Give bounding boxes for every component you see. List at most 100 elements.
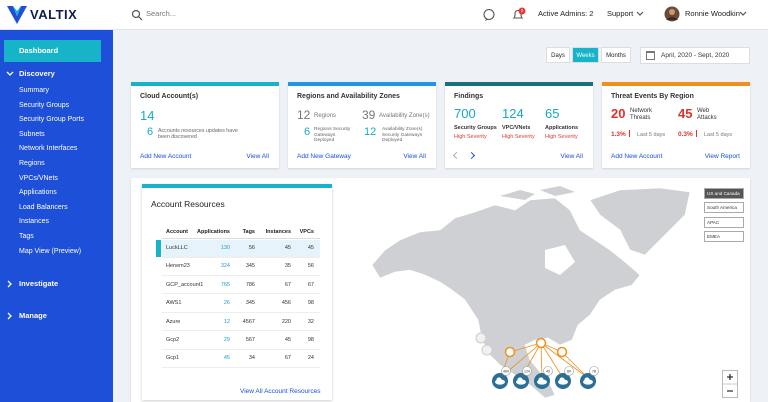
nav-item[interactable]: VPCs/VNets	[19, 174, 58, 182]
threat-value: 45	[678, 106, 693, 121]
card-link[interactable]: View All	[246, 153, 269, 160]
nav-item[interactable]: Security Groups	[19, 101, 70, 109]
card-link[interactable]: View All	[560, 153, 583, 160]
card-title: Regions and Availability Zones	[297, 93, 400, 100]
logo-icon	[7, 6, 27, 24]
region-button[interactable]: US and Canada	[704, 188, 744, 199]
nav-item[interactable]: Load Balancers	[19, 203, 68, 211]
zone-label: Availability Zone(s)	[379, 113, 430, 119]
card-link[interactable]: View Report	[704, 153, 740, 160]
card-link[interactable]: Add New Gateway	[297, 153, 351, 160]
row-rule	[162, 366, 320, 368]
threat-change: 0.3%	[678, 131, 693, 138]
threat-value: 20	[611, 106, 626, 121]
gw-zone-count: 12	[364, 126, 377, 138]
nav-section[interactable]: Investigate	[19, 279, 59, 288]
selected-marker	[156, 240, 161, 257]
cloud-icon	[559, 377, 565, 383]
search[interactable]: Search...	[146, 9, 177, 18]
table-cell: 26	[223, 300, 230, 307]
nav-item[interactable]: Subnets	[19, 130, 45, 138]
nav-item[interactable]: Security Group Ports	[19, 116, 84, 124]
card-link[interactable]: Add New Account	[140, 153, 192, 160]
row-rule	[162, 311, 320, 313]
gw-region-count: 6	[304, 126, 311, 138]
support[interactable]: Support	[607, 9, 634, 18]
notification-count: 2	[520, 8, 524, 13]
next-arrow[interactable]	[467, 151, 476, 160]
table-cell: 56	[307, 263, 314, 270]
card-title: Threat Events By Region	[611, 93, 694, 100]
date-range[interactable]: April, 2020 - Sept, 2020	[640, 47, 750, 64]
table-cell: LuckLLC	[166, 245, 188, 251]
trend-arrow	[629, 130, 631, 137]
nav-dashboard[interactable]: Dashboard	[19, 46, 59, 55]
gw-zone-label: Availability Zone(s) Security Gateways D…	[382, 127, 423, 144]
nav-section[interactable]: Manage	[19, 311, 47, 320]
nav-section[interactable]: Discovery	[19, 69, 55, 78]
column-header: Account	[166, 229, 188, 235]
cloud-icon	[538, 377, 544, 383]
range-button[interactable]: Days	[546, 47, 570, 63]
table-cell: 45	[223, 355, 230, 362]
finding-value: 124	[502, 106, 524, 121]
node-count: 400	[503, 370, 509, 374]
nav-item[interactable]: Instances	[19, 218, 49, 226]
table-cell: 98	[307, 300, 314, 307]
column-header: VPCs	[299, 229, 314, 235]
selected-row	[162, 240, 320, 257]
nav-item[interactable]: Network Interfaces	[19, 145, 78, 153]
table-cell: 765	[220, 281, 230, 288]
card-title: Cloud Account(s)	[140, 93, 199, 100]
chat-icon[interactable]	[482, 8, 496, 22]
table-cell: 67	[307, 281, 314, 288]
resources-title: Account Resources	[151, 199, 225, 209]
search-icon	[131, 9, 143, 21]
nav-item[interactable]: Regions	[19, 160, 45, 167]
table-cell: 67	[284, 281, 291, 288]
table-cell: 4567	[242, 318, 255, 325]
region-button[interactable]: South America	[704, 202, 744, 214]
account-resources: Account Resources Account Applications Tags…	[142, 184, 332, 400]
table-cell: 12	[223, 318, 230, 325]
dashboard-highlight[interactable]	[4, 40, 101, 62]
range-button[interactable]: Weeks	[572, 47, 599, 63]
view-all-resources[interactable]: View All Account Resources	[240, 388, 321, 395]
nav-item[interactable]: Summary	[19, 87, 49, 94]
zone-count: 39	[362, 108, 376, 122]
summary-card: Regions and Availability Zones 12 Regions 3…	[288, 82, 436, 168]
avatar[interactable]	[664, 6, 680, 22]
node-badge	[543, 366, 553, 376]
logo: VALTIX	[30, 7, 78, 22]
card-link[interactable]: View All	[403, 153, 426, 160]
card-link[interactable]: Add New Account	[611, 153, 663, 160]
region-button[interactable]: APAC	[704, 216, 744, 228]
node-badge	[589, 366, 599, 376]
node-count: 80	[567, 370, 571, 374]
summary-card: Threat Events By Region 20 Network Threats…	[602, 82, 750, 168]
finding-label: Applications	[545, 125, 579, 131]
calendar-icon	[646, 51, 655, 60]
node-badge	[564, 366, 574, 376]
threat-change: 1.3%	[611, 131, 626, 138]
table-cell: 45	[284, 245, 291, 251]
table-cell: Gcp1	[166, 355, 180, 362]
region-button[interactable]: EMEA	[704, 230, 744, 242]
user-name[interactable]: Ronnie Woodkin	[685, 9, 740, 18]
range-button[interactable]: Months	[601, 47, 631, 63]
cloud-icon	[496, 377, 502, 383]
summary-card: Cloud Account(s) 14 6 Accounts resources up…	[131, 82, 279, 168]
table-cell: 567	[245, 337, 255, 343]
nav-item[interactable]: Map View (Preview)	[19, 247, 82, 255]
nav-item[interactable]: Tags	[19, 233, 34, 240]
prev-arrow[interactable]	[452, 151, 461, 160]
nav-item[interactable]: Applications	[19, 189, 57, 197]
table-cell: GCP_account1	[166, 281, 204, 288]
updated-count: 6	[147, 126, 154, 138]
table-cell: 45	[284, 337, 291, 343]
bell-icon[interactable]	[511, 7, 527, 23]
table-cell: 56	[248, 245, 255, 251]
sidebar	[0, 30, 113, 402]
node-count: 124	[524, 370, 530, 374]
